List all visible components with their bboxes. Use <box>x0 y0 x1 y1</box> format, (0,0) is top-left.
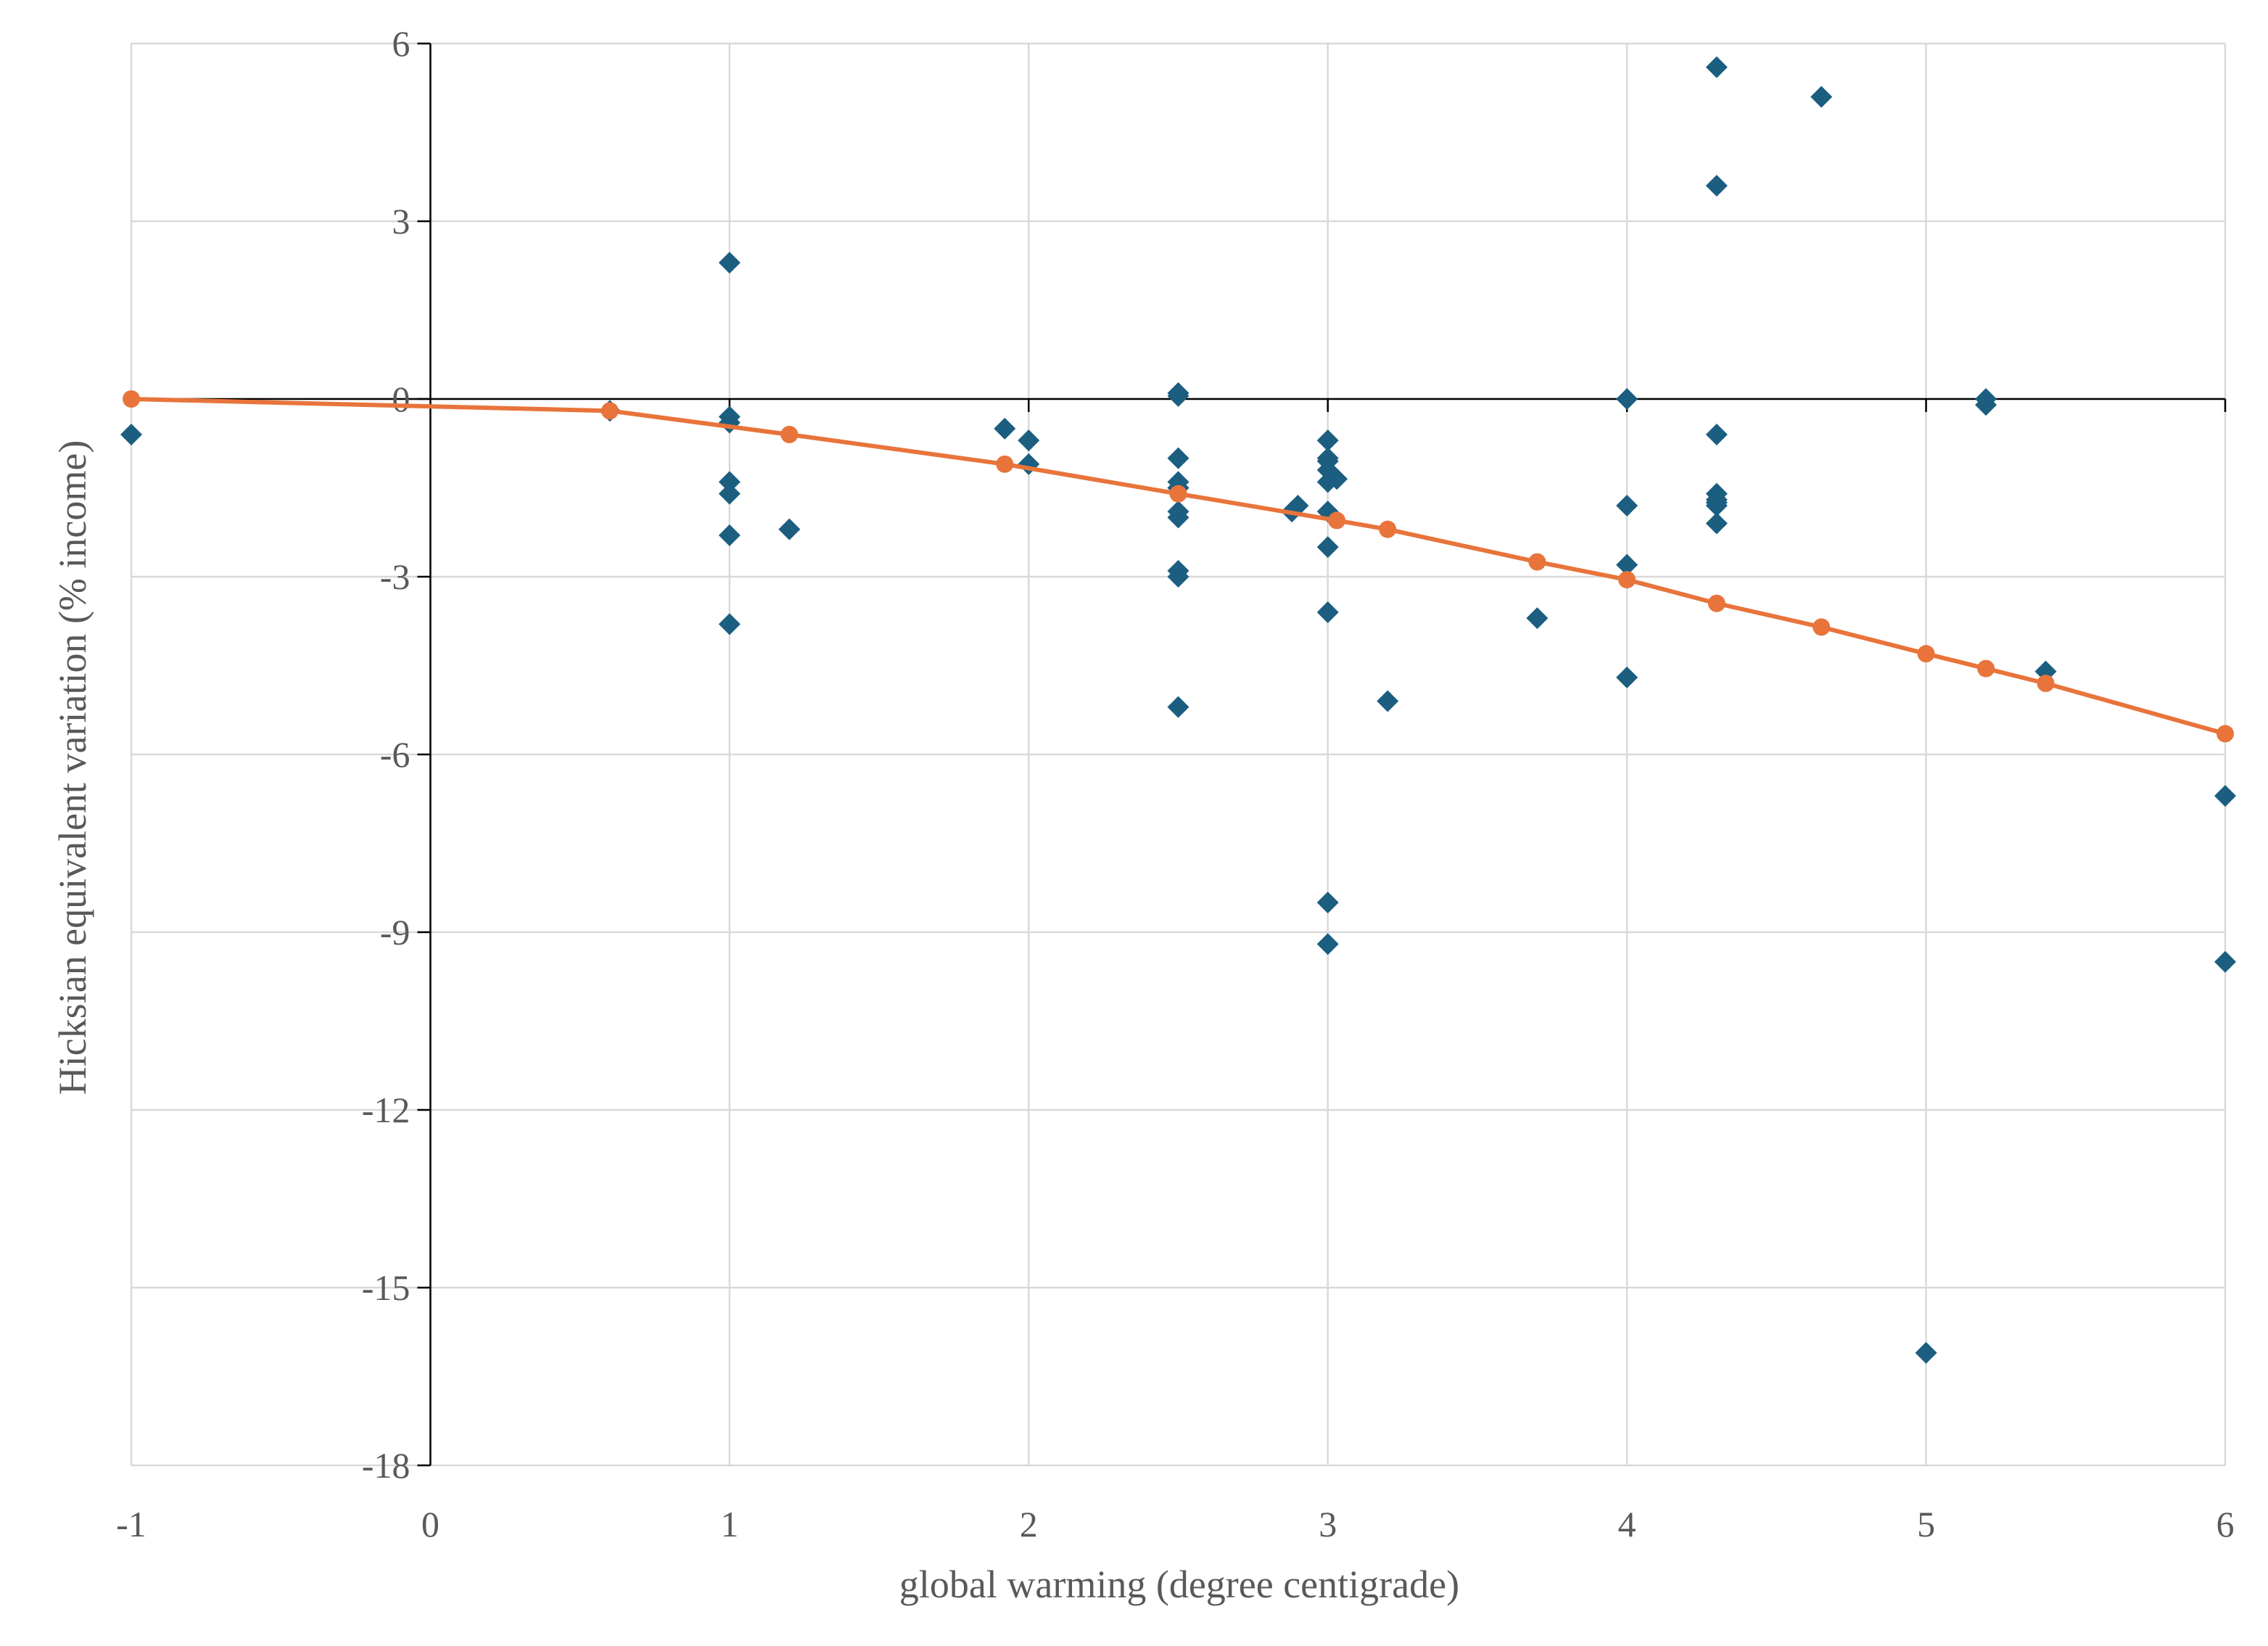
scatter-point <box>1018 453 1040 475</box>
x-tick-label: 6 <box>2217 1504 2235 1544</box>
y-tick-labels: 6 3 0 -3 -6 -9 -12 -15 -18 <box>362 23 411 1486</box>
y-tick-label: -3 <box>380 556 411 597</box>
gridlines <box>130 42 2227 1467</box>
curve-series <box>123 390 2234 743</box>
y-axis-title: Hicksian equivalent variation (% income) <box>51 440 94 1095</box>
scatter-point <box>1975 394 1997 416</box>
scatter-point <box>2214 785 2236 807</box>
scatter-point <box>1167 696 1189 718</box>
curve-point <box>996 455 1014 473</box>
curve-point <box>1813 618 1831 636</box>
y-tick-label: 3 <box>392 201 410 242</box>
y-tick-label: -18 <box>362 1445 411 1486</box>
scatter-point <box>1705 175 1728 197</box>
curve-point <box>1707 594 1725 612</box>
scatter-point <box>1705 512 1728 535</box>
curve-point <box>2217 725 2234 743</box>
scatter-point <box>1616 666 1638 688</box>
y-tick-label: -12 <box>362 1090 411 1130</box>
scatter-point <box>718 471 741 493</box>
scatter-point <box>1705 56 1728 78</box>
curve-point <box>780 426 799 443</box>
x-tick-label: 2 <box>1020 1504 1038 1544</box>
curve-point <box>1618 571 1636 589</box>
scatter-point <box>1616 554 1638 576</box>
x-tick-label: 3 <box>1319 1504 1337 1544</box>
curve-point <box>601 402 619 420</box>
x-tick-label: -1 <box>116 1504 147 1544</box>
scatter-point <box>120 424 142 445</box>
curve-point <box>1528 553 1546 571</box>
scatter-point <box>1316 892 1339 914</box>
scatter-point <box>1915 1341 1937 1364</box>
scatter-point <box>1167 566 1189 588</box>
y-tick-label: -15 <box>362 1267 411 1308</box>
scatter-point <box>1316 933 1339 955</box>
scatter-point <box>718 252 741 274</box>
x-tick-labels: -1 0 1 2 3 4 5 6 <box>116 1504 2234 1544</box>
scatter-point <box>1526 607 1549 630</box>
curve-point <box>123 390 140 408</box>
scatter-point <box>2214 950 2236 973</box>
curve-point <box>1169 485 1187 503</box>
scatter-point <box>718 613 741 635</box>
scatter-point <box>1705 491 1728 514</box>
scatter-series <box>120 56 2236 1364</box>
x-tick-label: 1 <box>720 1504 738 1544</box>
scatter-point <box>1326 468 1348 490</box>
scatter-point <box>1167 447 1189 469</box>
y-tick-label: 6 <box>392 23 410 64</box>
scatter-point <box>1316 450 1339 472</box>
x-tick-label: 4 <box>1618 1504 1636 1544</box>
y-tick-label: 0 <box>392 379 410 419</box>
scatter-point <box>778 518 801 540</box>
scatter-point <box>1810 86 1833 108</box>
scatter-point <box>1616 495 1638 517</box>
scatter-point <box>994 417 1016 440</box>
curve-point <box>2037 675 2055 692</box>
y-tick-label: -9 <box>380 912 411 952</box>
curve-point <box>1328 511 1346 530</box>
scatter-point <box>1616 388 1638 410</box>
scatter-point <box>718 524 741 546</box>
x-tick-label: 5 <box>1917 1504 1935 1544</box>
y-tick-label: -6 <box>380 734 411 775</box>
curve-point <box>1379 520 1397 538</box>
curve-point <box>1977 659 1995 678</box>
x-tick-label: 0 <box>421 1504 440 1544</box>
scatter-point <box>1705 424 1728 445</box>
scatter-point <box>1316 601 1339 623</box>
scatter-point <box>1018 429 1040 452</box>
curve-point <box>1917 645 1935 663</box>
scatter-point <box>1167 384 1189 407</box>
scatter-point <box>718 482 741 505</box>
scatter-point <box>1316 536 1339 559</box>
scatter-point <box>1316 429 1339 452</box>
scatter-point <box>1377 690 1399 712</box>
x-axis-title: global warming (degree centigrade) <box>899 1563 1459 1606</box>
scatter-point <box>1167 506 1189 529</box>
